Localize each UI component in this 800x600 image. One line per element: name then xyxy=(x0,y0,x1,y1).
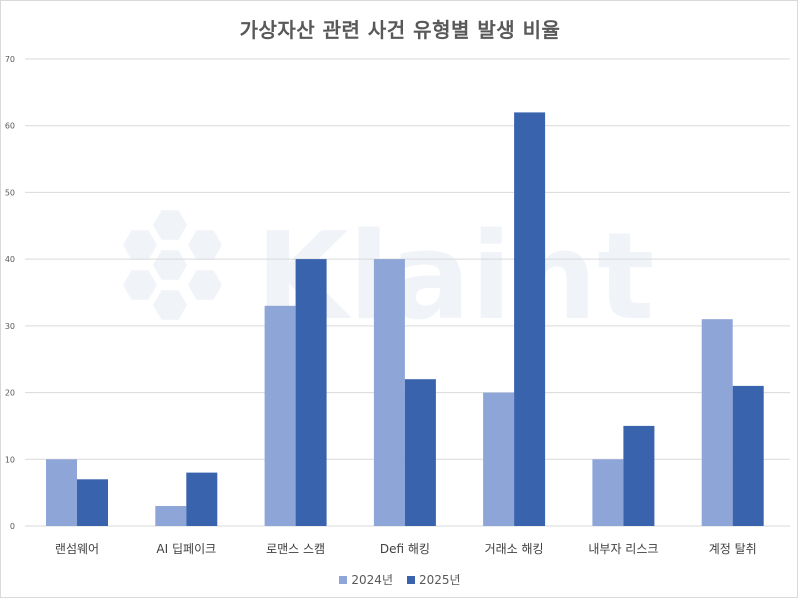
chart-title: 가상자산 관련 사건 유형별 발생 비율 xyxy=(239,18,561,42)
legend-item-2024: 2024년 xyxy=(339,571,393,588)
x-tick-label: 랜섬웨어 xyxy=(55,542,99,556)
y-tick-label: 40 xyxy=(5,255,15,264)
bar xyxy=(46,459,77,526)
y-tick-label: 70 xyxy=(5,55,15,64)
watermark-hex xyxy=(123,230,157,260)
y-tick-label: 60 xyxy=(5,122,15,131)
legend-item-2025: 2025년 xyxy=(407,571,461,588)
bar xyxy=(514,112,546,527)
x-tick-label: 계정 탈취 xyxy=(709,542,757,556)
watermark-hex xyxy=(153,210,187,240)
y-tick-label: 50 xyxy=(5,188,15,197)
x-tick-label: AI 딥페이크 xyxy=(156,542,216,556)
watermark-hex xyxy=(153,250,187,280)
y-tick-label: 10 xyxy=(5,455,15,464)
legend-swatch-2024 xyxy=(339,575,348,584)
bar xyxy=(404,379,436,526)
bar xyxy=(186,472,218,526)
watermark-hex xyxy=(153,290,187,320)
watermark-hex xyxy=(123,270,157,300)
y-tick-label: 20 xyxy=(5,389,15,398)
watermark-hex xyxy=(188,270,222,300)
legend-swatch-2025 xyxy=(407,575,415,584)
y-tick-label: 30 xyxy=(5,322,15,331)
bar xyxy=(155,506,187,526)
bar xyxy=(732,385,764,526)
x-tick-label: 로맨스 스캠 xyxy=(266,542,325,556)
x-tick-label: 거래소 해킹 xyxy=(485,542,544,556)
legend: 2024년 2025년 xyxy=(0,571,800,588)
bar xyxy=(483,392,515,526)
bar xyxy=(373,259,405,526)
x-tick-label: 내부자 리스크 xyxy=(588,542,658,556)
bar xyxy=(77,479,108,526)
bar xyxy=(295,259,327,526)
bar xyxy=(701,319,733,526)
legend-label-2025: 2025년 xyxy=(419,573,461,587)
bar xyxy=(264,305,296,526)
legend-label-2024: 2024년 xyxy=(351,573,393,587)
x-tick-label: Defi 해킹 xyxy=(380,542,430,556)
watermark-hex xyxy=(188,230,222,260)
bar xyxy=(592,459,624,526)
bar xyxy=(623,425,655,526)
y-tick-label: 0 xyxy=(10,522,15,531)
